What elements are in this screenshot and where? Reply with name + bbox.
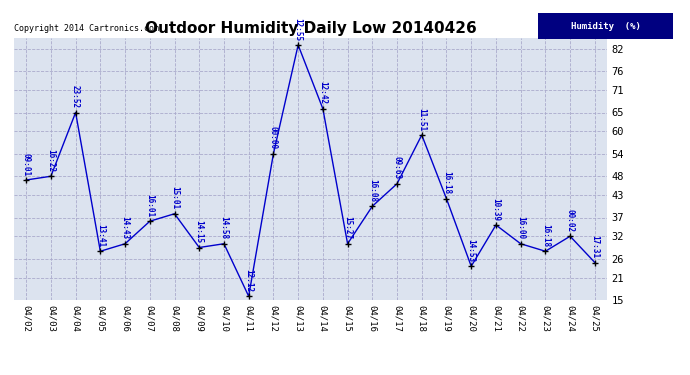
Text: 23:52: 23:52 <box>71 85 80 108</box>
Text: Copyright 2014 Cartronics.com: Copyright 2014 Cartronics.com <box>14 24 159 33</box>
Text: 13:41: 13:41 <box>96 224 105 247</box>
Text: 14:43: 14:43 <box>121 216 130 240</box>
Title: Outdoor Humidity Daily Low 20140426: Outdoor Humidity Daily Low 20140426 <box>145 21 476 36</box>
Text: 11:51: 11:51 <box>417 108 426 131</box>
Text: 15:01: 15:01 <box>170 186 179 210</box>
Text: Humidity  (%): Humidity (%) <box>571 22 640 31</box>
Text: 12:12: 12:12 <box>244 269 253 292</box>
Text: 09:63: 09:63 <box>393 156 402 180</box>
Text: 14:58: 14:58 <box>219 216 228 240</box>
Text: 17:31: 17:31 <box>591 235 600 258</box>
Text: 16:18: 16:18 <box>541 224 550 247</box>
Text: 12:42: 12:42 <box>318 81 327 105</box>
Text: 16:01: 16:01 <box>146 194 155 217</box>
Text: 16:22: 16:22 <box>46 149 55 172</box>
Text: 15:27: 15:27 <box>343 216 352 240</box>
Text: 16:18: 16:18 <box>442 171 451 195</box>
Text: 09:01: 09:01 <box>21 153 30 176</box>
Text: 00:02: 00:02 <box>566 209 575 232</box>
Text: 16:08: 16:08 <box>368 179 377 202</box>
Text: 16:00: 16:00 <box>516 216 525 240</box>
Text: 10:39: 10:39 <box>491 198 500 221</box>
Text: 14:15: 14:15 <box>195 220 204 243</box>
Text: 12:55: 12:55 <box>294 18 303 41</box>
Text: 00:00: 00:00 <box>269 126 278 150</box>
Text: 14:53: 14:53 <box>466 239 475 262</box>
